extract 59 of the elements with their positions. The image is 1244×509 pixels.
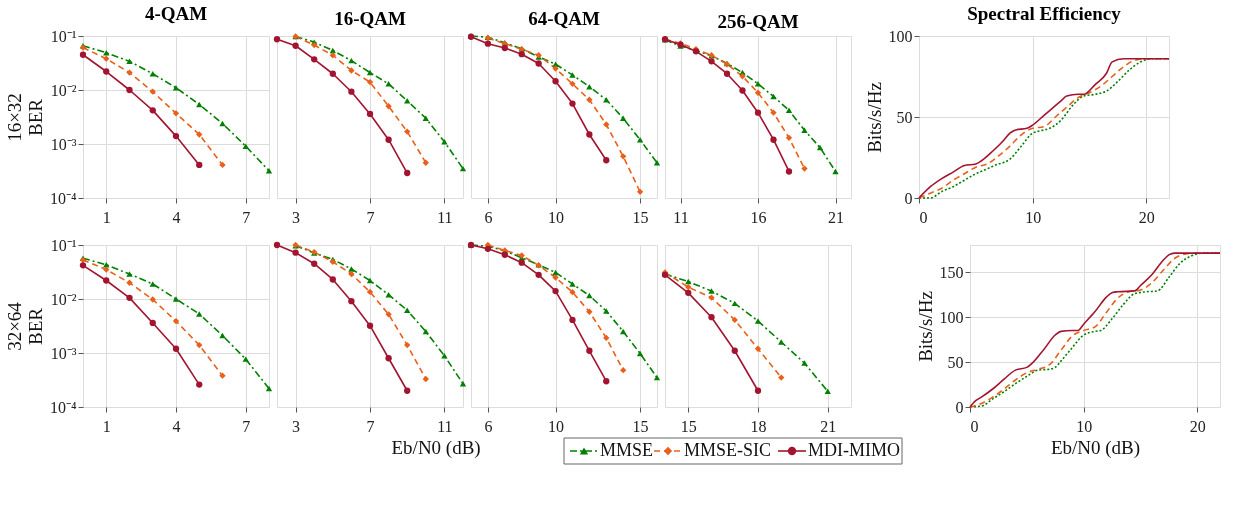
x-tick-label: 7 — [242, 208, 251, 226]
y-tick-label: 10⁻⁴ — [49, 398, 77, 416]
x-tick-label: 3 — [292, 208, 301, 226]
y-tick-label: 100 — [888, 27, 913, 45]
x-tick-label: 1 — [102, 208, 111, 226]
x-tick-label: 10 — [1076, 417, 1093, 435]
x-tick-label: 4 — [172, 417, 181, 435]
x-tick-label: 4 — [172, 208, 181, 226]
legend-label: MMSE-SIC — [684, 440, 772, 460]
chart-title: 64-QAM — [528, 8, 600, 30]
y-tick-label: 10⁻¹ — [50, 27, 77, 45]
legend-label: MDI-MIMO — [808, 440, 900, 460]
chart-title: 4-QAM — [144, 3, 208, 24]
chart-title: 256-QAM — [717, 11, 799, 32]
legend-label: MMSE — [600, 440, 654, 460]
x-tick-label: 11 — [673, 208, 689, 226]
y-tick-label: 0 — [955, 398, 964, 416]
x-tick-label: 0 — [970, 417, 979, 435]
y-axis-title: Bits/s/Hz — [863, 82, 885, 153]
y-axis-title: 16×32 BER — [3, 93, 46, 142]
x-tick-label: 0 — [919, 208, 928, 226]
x-tick-label: 20 — [1138, 208, 1155, 226]
y-tick-label: 10⁻⁴ — [49, 189, 77, 207]
y-tick-label: 50 — [947, 353, 964, 371]
y-tick-label: 10⁻² — [50, 290, 77, 308]
x-tick-label: 7 — [366, 417, 375, 435]
x-tick-label: 11 — [437, 208, 453, 226]
x-tick-label: 20 — [1189, 417, 1206, 435]
x-tick-label: 16 — [750, 208, 767, 226]
x-tick-label: 10 — [548, 208, 565, 226]
y-tick-label: 100 — [939, 308, 964, 326]
x-tick-label: 10 — [1025, 208, 1042, 226]
x-tick-label: 10 — [548, 417, 565, 435]
y-tick-label: 10⁻¹ — [50, 236, 77, 254]
y-axis-title: 32×64 BER — [3, 301, 46, 351]
chart-title: Spectral Efficiency — [967, 3, 1122, 24]
x-tick-label: 15 — [680, 417, 697, 435]
x-axis-title: Eb/N0 (dB) — [1050, 436, 1141, 459]
x-tick-label: 15 — [632, 208, 649, 226]
y-axis-title: Bits/s/Hz — [914, 291, 936, 362]
y-tick-label: 10⁻² — [50, 81, 77, 99]
y-tick-label: 10⁻³ — [50, 135, 77, 153]
y-tick-label: 150 — [939, 263, 964, 281]
y-tick-label: 10⁻³ — [50, 344, 77, 362]
x-tick-label: 7 — [366, 208, 375, 226]
x-tick-label: 18 — [750, 417, 767, 435]
x-tick-label: 6 — [484, 208, 493, 226]
x-tick-label: 6 — [484, 417, 493, 435]
y-tick-label: 50 — [896, 108, 913, 126]
y-tick-label: 0 — [904, 189, 913, 207]
x-axis-title: Eb/N0 (dB) — [391, 436, 481, 459]
x-tick-label: 7 — [242, 417, 251, 435]
x-tick-label: 21 — [828, 208, 844, 226]
chart-title: 16-QAM — [334, 8, 406, 30]
x-tick-label: 15 — [632, 417, 649, 435]
x-tick-label: 11 — [437, 417, 453, 435]
x-tick-label: 21 — [820, 417, 837, 435]
x-tick-label: 3 — [292, 417, 301, 435]
x-tick-label: 1 — [102, 417, 111, 435]
